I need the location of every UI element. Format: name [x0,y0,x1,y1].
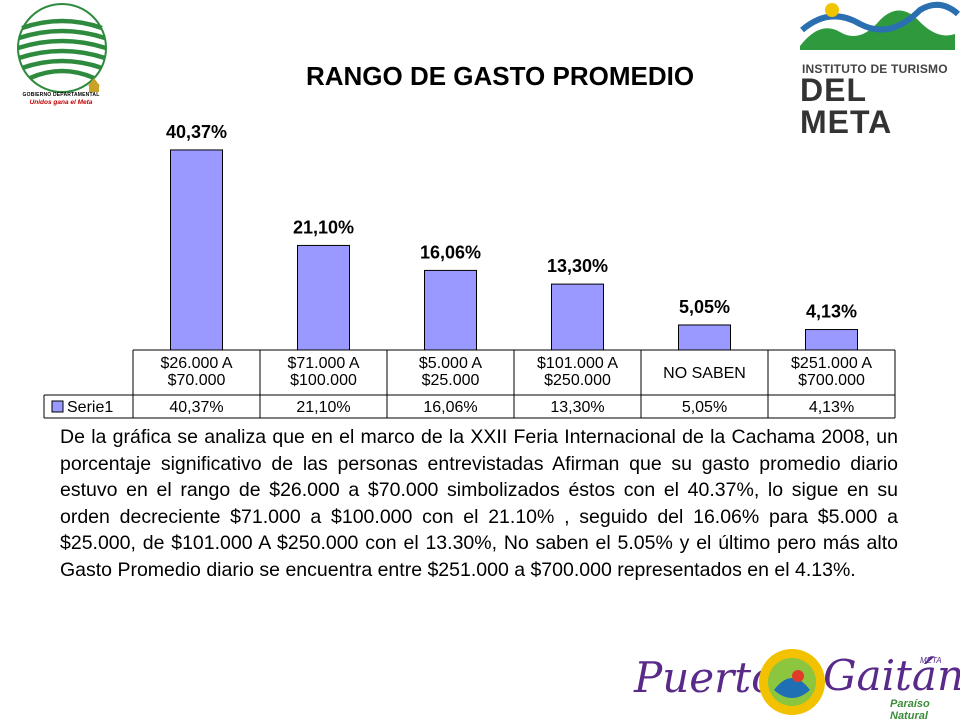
legend-series-name: Serie1 [67,399,113,416]
bar [805,329,858,351]
gaitan-word: Gaitán [823,651,960,700]
category-label-line: NO SABEN [663,365,746,382]
chart-title: RANGO DE GASTO PROMEDIO [305,61,695,91]
sun-parrot-icon [759,649,825,715]
gobernacion-logo: GOBIERNO DEPARTAMENTAL Unidos gana el Me… [0,0,125,125]
category-label-line: $5.000 A [419,355,483,372]
category-label-line: $101.000 A [537,355,618,372]
instituto-line2: DEL META [800,72,893,140]
instituto-turismo-logo: INSTITUTO DE TURISMO DEL META [790,0,960,138]
category-label-line: $251.000 A [791,355,872,372]
table-value: 40,37% [169,399,223,416]
bar [678,324,731,351]
bar-data-label: 21,10% [293,217,354,237]
bar-data-label: 13,30% [547,256,608,276]
table-value: 5,05% [682,399,727,416]
bar-data-label: 40,37% [166,122,227,142]
category-label: NO SABEN [663,365,746,382]
puerto-word: Puerto [634,653,777,702]
category-label-line: $700.000 [798,372,865,389]
category-label: $26.000 A $70.000 [160,355,232,389]
puerto-gaitan-logo: Puerto Gaitán META Paraíso Natural [628,642,960,722]
gobernacion-slogan: Unidos gana el Meta [29,99,93,106]
category-label-line: $250.000 [544,372,611,389]
category-label: $101.000 A $250.000 [537,355,618,389]
gobernacion-text: GOBIERNO DEPARTAMENTAL [22,92,100,98]
bar [551,283,604,351]
bar-data-label: 5,05% [679,297,730,317]
bar [297,244,350,351]
table-value: 4,13% [809,399,854,416]
bar-chart: 40,37% 21,10% 16,06% 13,30% 5,05% 4,13% $26.0… [43,122,896,419]
mountains-icon [800,1,960,51]
paraiso-natural-text: Paraíso Natural [890,698,930,722]
bar [424,269,477,351]
bar [170,149,223,351]
instituto-line1: INSTITUTO DE TURISMO [802,62,948,76]
bar-data-label: 16,06% [420,242,481,262]
category-label-line: $26.000 A [160,355,232,372]
category-label: $5.000 A $25.000 [419,355,483,389]
gaitan-meta-label: META [920,656,942,665]
table-value: 21,10% [296,399,350,416]
category-label-line: $70.000 [168,372,226,389]
category-label-line: $25.000 [422,372,480,389]
table-value: 13,30% [550,399,604,416]
legend-key [51,400,64,413]
gobernacion-emblem-icon [17,3,107,93]
category-label-line: $100.000 [290,372,357,389]
table-value: 16,06% [423,399,477,416]
analysis-paragraph: De la gráfica se analiza que en el marco… [60,426,898,581]
bar-data-label: 4,13% [806,302,857,322]
category-label-line: $71.000 A [287,355,359,372]
category-label: $71.000 A $100.000 [287,355,359,389]
category-label: $251.000 A $700.000 [791,355,872,389]
